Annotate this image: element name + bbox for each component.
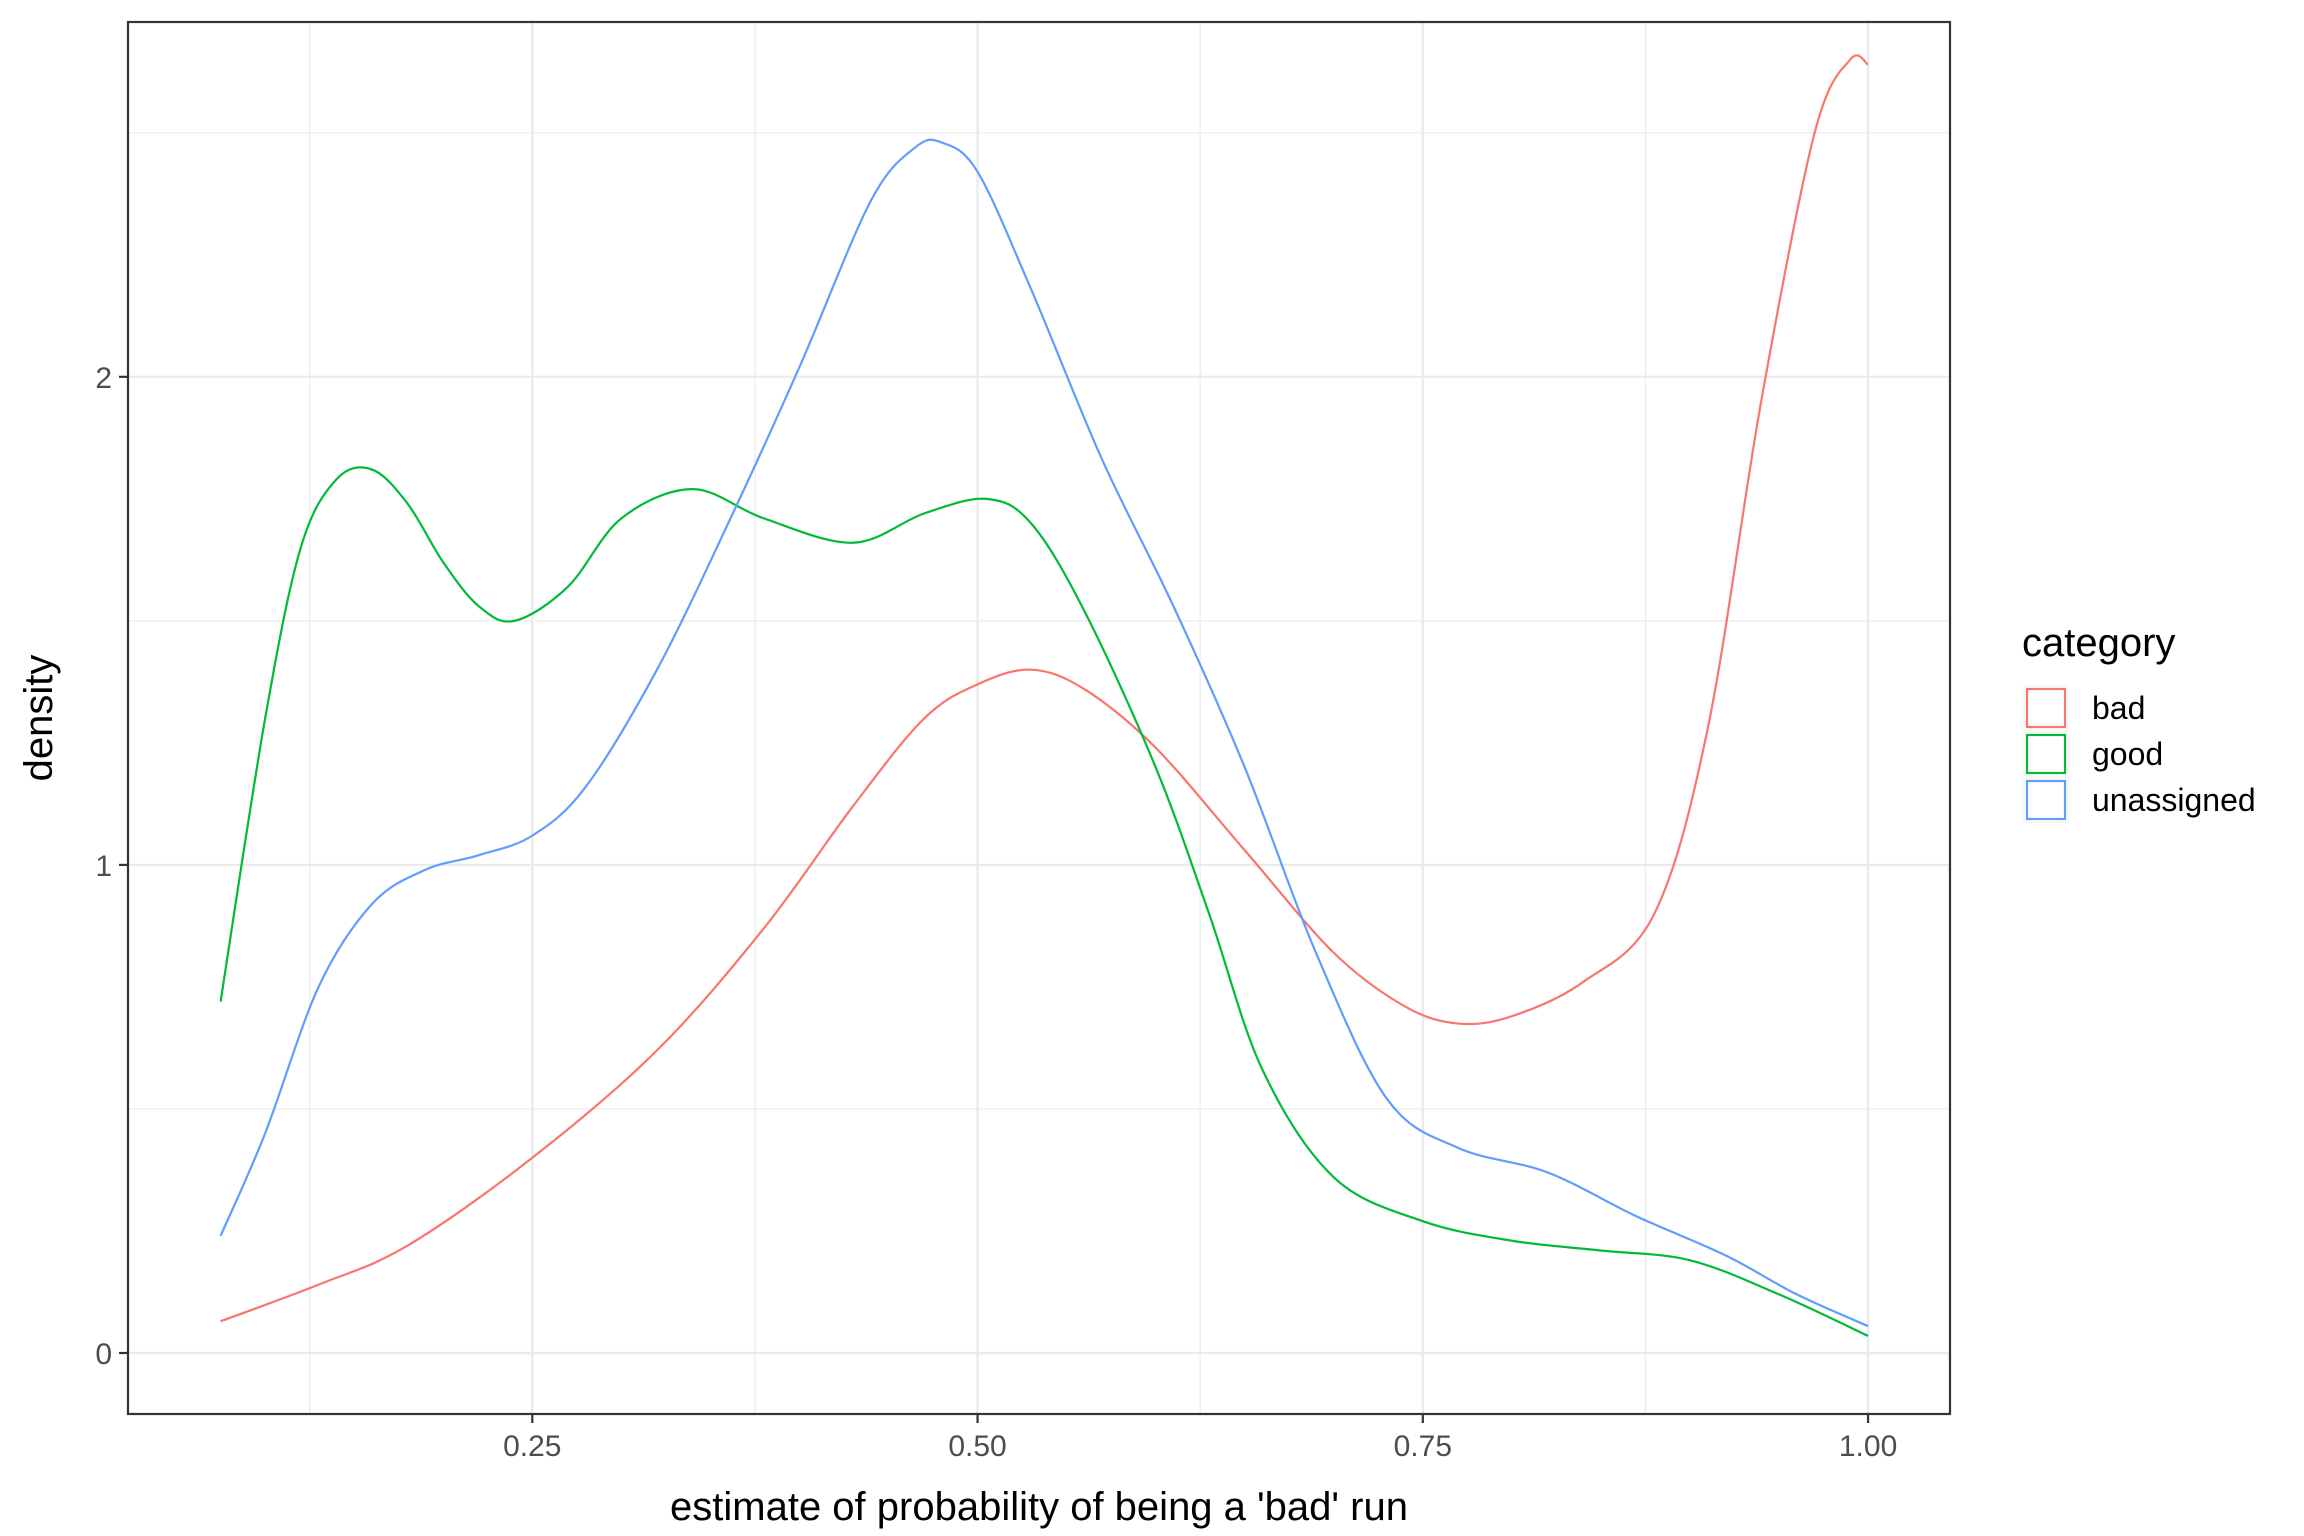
x-tick-label: 0.50 [948, 1430, 1006, 1463]
legend-label-bad: bad [2092, 690, 2145, 726]
panel-border [126, 20, 1952, 1416]
legend-key-good [2025, 733, 2067, 775]
legend-key-unassigned [2025, 779, 2067, 821]
legend: bad good unassigned [2023, 685, 2256, 823]
legend-item-unassigned: unassigned [2023, 777, 2256, 823]
legend-key-background [2023, 731, 2069, 777]
grid-layer [128, 22, 1950, 1414]
y-tick-label: 0 [95, 1338, 112, 1371]
legend-key-background [2023, 777, 2069, 823]
y-axis-title: density [17, 655, 61, 782]
legend-item-good: good [2023, 731, 2163, 777]
y-tick-label: 2 [95, 362, 112, 395]
series-line-bad [220, 54, 1869, 1323]
series-lines [219, 54, 1869, 1337]
x-axis-title: estimate of probability of being a 'bad'… [670, 1485, 1408, 1529]
series-line-unassigned [219, 138, 1869, 1328]
x-tick-label: 0.25 [503, 1430, 561, 1463]
legend-title: category [2022, 621, 2175, 665]
x-tick-label: 1.00 [1839, 1430, 1897, 1463]
legend-item-bad: bad [2023, 685, 2145, 731]
legend-key-background [2023, 685, 2069, 731]
axis-ticks: 0.25 0.50 0.75 1.00 0 1 2 [95, 362, 1897, 1463]
legend-label-unassigned: unassigned [2092, 782, 2256, 818]
legend-key-bad [2025, 687, 2067, 729]
y-tick-label: 1 [95, 850, 112, 883]
series-line-good [219, 466, 1869, 1337]
legend-label-good: good [2092, 736, 2163, 772]
x-tick-label: 0.75 [1394, 1430, 1452, 1463]
